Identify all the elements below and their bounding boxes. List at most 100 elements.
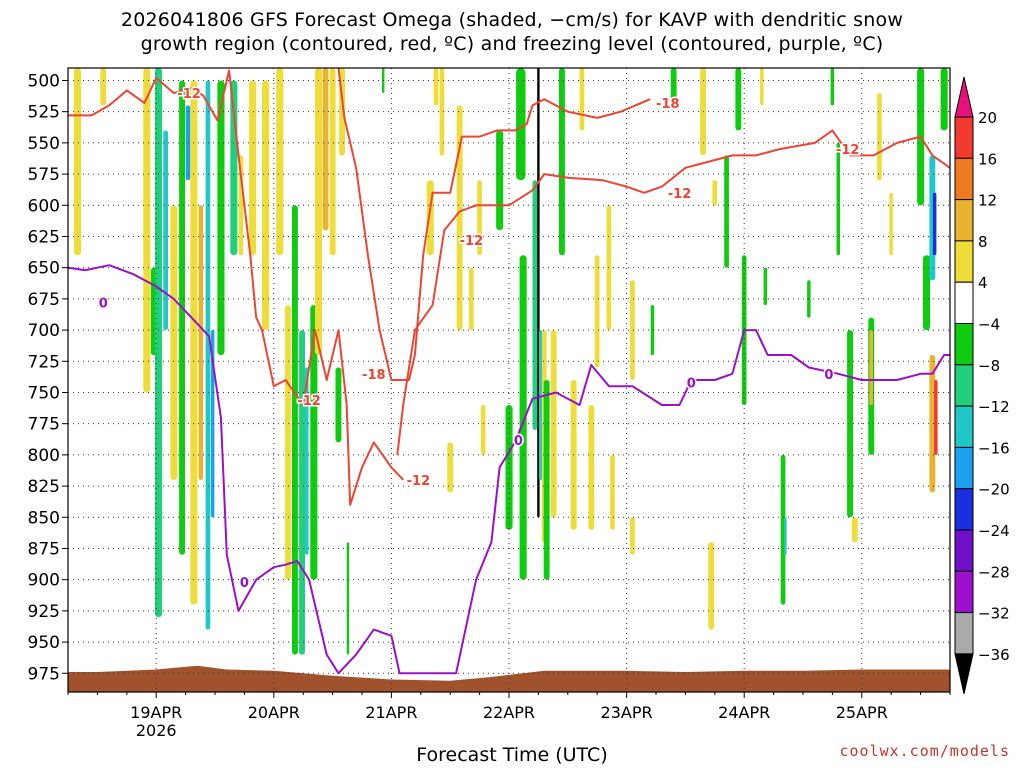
colorbar-label-13: −36 — [978, 646, 1010, 664]
contour-label-3-0: 0 — [99, 297, 108, 312]
omega-shade-16 — [249, 80, 257, 256]
omega-shade-38 — [480, 405, 486, 455]
contour--12-mid — [396, 129, 950, 456]
omega-shade-20 — [292, 205, 298, 655]
y-tick-label-950: 950 — [28, 633, 60, 653]
omega-shade-61 — [708, 542, 715, 630]
y-tick-label-550: 550 — [28, 134, 60, 154]
omega-shade-24 — [315, 68, 323, 355]
chart-title-line1: 2026041806 GFS Forecast Omega (shaded, −… — [120, 9, 904, 31]
y-tick-label-500: 500 — [28, 71, 60, 91]
omega-shade-69 — [784, 517, 787, 555]
contour-label-2-1: -12 — [668, 187, 692, 202]
source-credit: coolwx.com/models — [839, 742, 1010, 760]
colorbar-box-2 — [954, 199, 974, 242]
omega-shade-52 — [588, 405, 595, 530]
contour-label-0-1: -12 — [297, 394, 321, 409]
y-tick-label-825: 825 — [28, 477, 60, 497]
y-tick-label-900: 900 — [28, 571, 60, 591]
omega-shade-62 — [712, 180, 718, 206]
colorbar-label-2: 12 — [978, 192, 997, 210]
x-tick-label-25APR: 25APR — [836, 703, 888, 722]
y-tick-label-675: 675 — [28, 290, 60, 310]
omega-shade-71 — [830, 68, 835, 106]
omega-shade-58 — [650, 305, 655, 355]
omega-shade-66 — [760, 68, 764, 106]
colorbar-label-9: −20 — [978, 481, 1010, 499]
colorbar-label-7: −12 — [978, 398, 1010, 416]
omega-shade-68 — [780, 454, 786, 605]
contour-label-3-4: 0 — [824, 368, 833, 383]
colorbar-box-11 — [954, 570, 974, 614]
colorbar-box-3 — [954, 240, 974, 283]
y-tick-label-650: 650 — [28, 259, 60, 279]
colorbar-box-4 — [954, 281, 974, 325]
omega-shade-27 — [335, 367, 342, 443]
omega-shade-0 — [73, 68, 81, 256]
colorbar-box-7 — [954, 405, 974, 448]
y-tick-label-700: 700 — [28, 321, 60, 341]
colorbar-box-8 — [954, 446, 974, 490]
colorbar-label-6: −8 — [978, 357, 1000, 375]
y-tick-label-850: 850 — [28, 508, 60, 528]
omega-shade-33 — [439, 68, 445, 156]
omega-shade-21 — [299, 330, 305, 655]
y-tick-label-525: 525 — [28, 103, 60, 123]
colorbar-label-0: 20 — [978, 109, 997, 127]
omega-shade-18 — [276, 68, 284, 256]
omega-shade-22 — [305, 367, 309, 555]
x-tick-label-23APR: 23APR — [601, 703, 653, 722]
omega-shade-55 — [610, 454, 615, 530]
omega-shade-39 — [496, 130, 504, 231]
omega-shade-80 — [923, 255, 931, 331]
omega-shade-8 — [185, 105, 191, 181]
omega-shade-77 — [877, 93, 882, 181]
y-tick-label-575: 575 — [28, 165, 60, 185]
colorbar-top-arrow — [954, 76, 974, 118]
colorbar-label-12: −32 — [978, 605, 1010, 623]
contour-label-2-2: -12 — [836, 143, 860, 158]
x-tick-sublabel-19APR: 2026 — [136, 721, 177, 740]
omega-shade-12 — [210, 330, 215, 518]
omega-shade-72 — [836, 142, 840, 256]
x-axis-label: Forecast Time (UTC) — [416, 744, 608, 766]
omega-shade-26 — [329, 68, 336, 256]
y-tick-label-925: 925 — [28, 602, 60, 622]
contour-label-3-3: 0 — [687, 377, 696, 392]
colorbar-label-8: −16 — [978, 439, 1010, 457]
omega-shade-59 — [670, 68, 677, 106]
colorbar-label-5: −4 — [978, 316, 1000, 334]
contour-0-freezing — [68, 264, 950, 675]
omega-shade-40 — [505, 405, 513, 530]
colorbar-box-6 — [954, 364, 974, 407]
omega-shade-5 — [163, 130, 168, 331]
omega-shade-4 — [155, 68, 163, 618]
omega-shade-13 — [217, 80, 225, 356]
contour--18 — [337, 68, 651, 381]
omega-shade-56 — [630, 280, 635, 380]
omega-shade-74 — [851, 517, 858, 543]
colorbar-label-11: −28 — [978, 563, 1010, 581]
omega-shading-layer — [73, 68, 948, 655]
chart-title-line2: growth region (contoured, red, ºC) and f… — [140, 33, 884, 55]
colorbar-label-1: 16 — [978, 150, 997, 168]
y-tick-label-725: 725 — [28, 352, 60, 372]
x-tick-label-22APR: 22APR — [483, 703, 535, 722]
omega-shade-67 — [763, 267, 768, 306]
contour-label-1-0: -18 — [362, 368, 386, 383]
omega-shade-41 — [516, 68, 526, 181]
omega-shade-42 — [519, 255, 527, 580]
contour--12-upper — [68, 69, 404, 506]
omega-shade-7 — [179, 80, 185, 555]
y-tick-label-875: 875 — [28, 539, 60, 559]
y-tick-label-625: 625 — [28, 227, 60, 247]
contour-label-1-1: -18 — [656, 97, 680, 112]
colorbar-box-10 — [954, 529, 974, 572]
x-tick-label-19APR: 19APR — [130, 703, 182, 722]
omega-shade-19 — [285, 305, 291, 580]
omega-shade-35 — [456, 105, 463, 331]
omega-shade-2 — [143, 68, 151, 393]
omega-shade-85 — [940, 68, 948, 131]
omega-shade-36 — [469, 267, 474, 331]
x-tick-label-24APR: 24APR — [718, 703, 770, 722]
